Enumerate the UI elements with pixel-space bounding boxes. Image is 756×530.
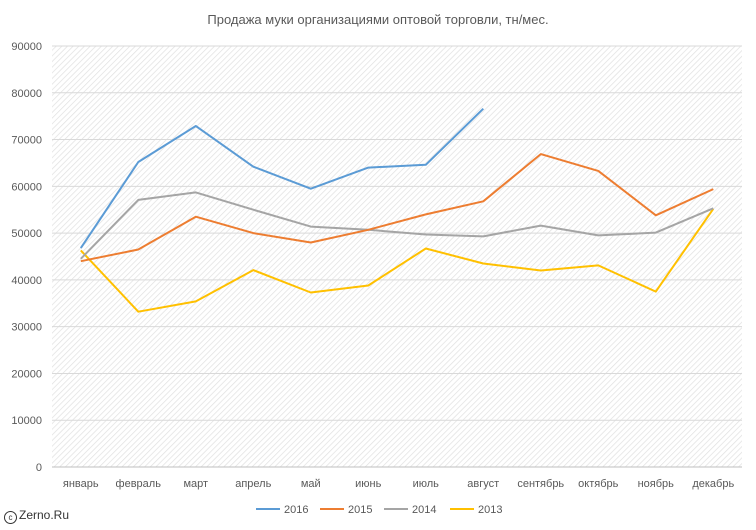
y-tick-label: 10000: [11, 415, 42, 427]
x-tick-label: январь: [63, 478, 99, 490]
series-line-2016: [79, 107, 484, 249]
series-line-2013: [80, 208, 715, 313]
y-tick-label: 60000: [11, 181, 42, 193]
watermark: c Zerno.Ru: [4, 508, 69, 524]
y-axis-ticks: 0 10000 20000 30000 40000 50000 60000 70000 8000…: [11, 41, 42, 474]
x-tick-label: февраль: [116, 478, 162, 490]
legend-label: 2016: [284, 504, 308, 516]
x-tick-label: сентябрь: [517, 478, 564, 490]
x-tick-label: октябрь: [578, 478, 618, 490]
y-tick-label: 70000: [11, 135, 42, 147]
y-tick-label: 20000: [11, 368, 42, 380]
y-tick-label: 80000: [11, 88, 42, 100]
y-tick-label: 40000: [11, 275, 42, 287]
x-tick-label: март: [183, 478, 208, 490]
series-lines: [79, 107, 715, 313]
legend: 2016 2015 2014 2013: [256, 504, 502, 516]
x-tick-label: август: [467, 478, 499, 490]
x-tick-label: декабрь: [692, 478, 734, 490]
plot-area: [52, 46, 742, 467]
x-tick-label: апрель: [235, 478, 271, 490]
series-line-2014: [80, 191, 714, 260]
chart-title: Продажа муки организациями оптовой торго…: [207, 12, 548, 27]
y-tick-label: 90000: [11, 41, 42, 53]
x-tick-label: июнь: [355, 478, 381, 490]
y-tick-label: 50000: [11, 228, 42, 240]
x-tick-label: май: [301, 478, 321, 490]
x-tick-label: ноябрь: [638, 478, 675, 490]
copyright-icon: c: [4, 511, 17, 524]
legend-label: 2014: [412, 504, 436, 516]
x-tick-label: июль: [413, 478, 440, 490]
watermark-text: Zerno.Ru: [19, 508, 70, 522]
legend-label: 2015: [348, 504, 372, 516]
y-tick-label: 30000: [11, 322, 42, 334]
x-axis-ticks: январь февраль март апрель май июнь июль август…: [63, 478, 735, 490]
series-line-2015: [80, 153, 714, 263]
y-tick-label: 0: [36, 462, 42, 474]
legend-label: 2013: [478, 504, 502, 516]
